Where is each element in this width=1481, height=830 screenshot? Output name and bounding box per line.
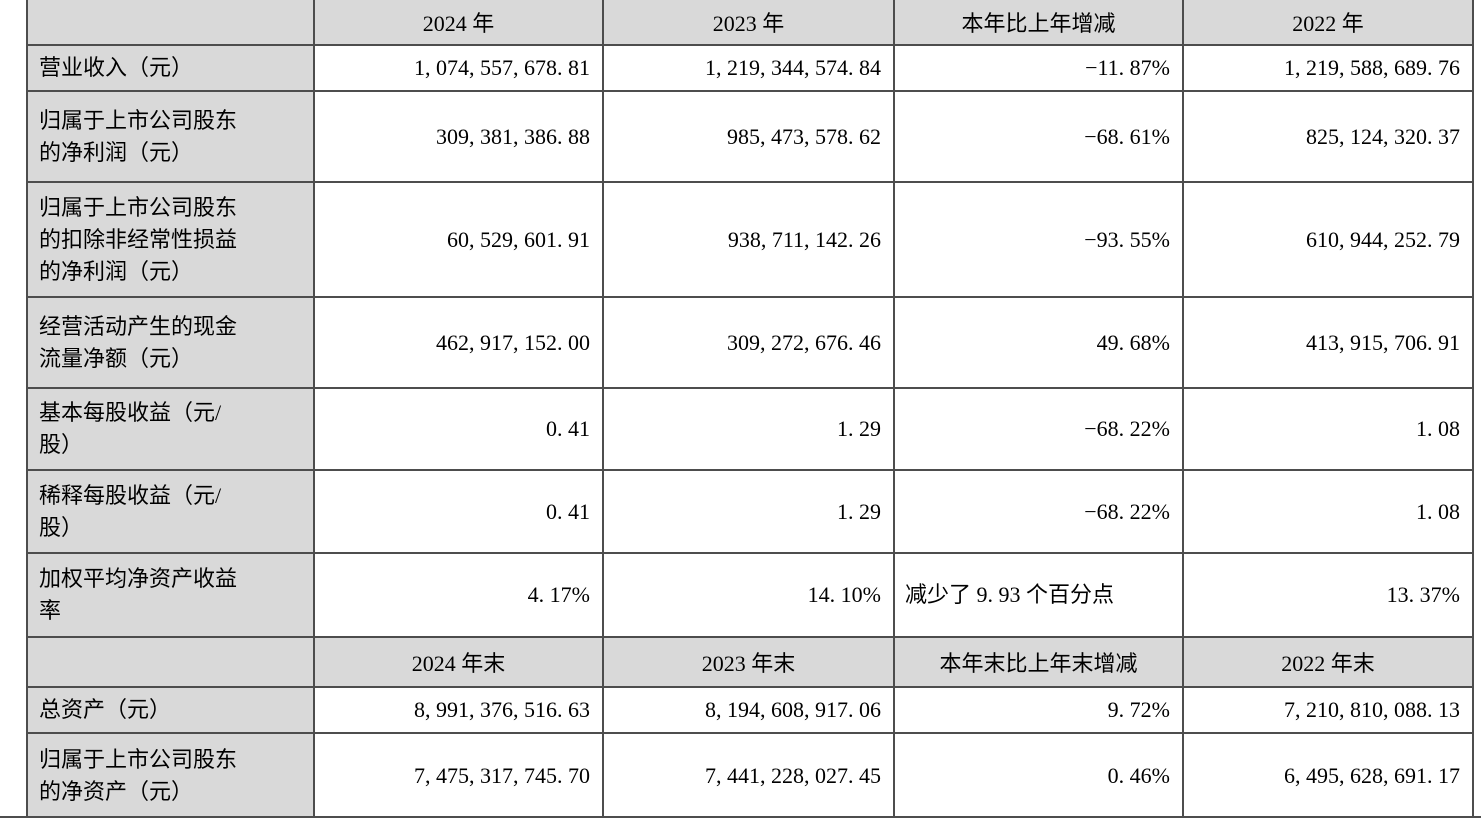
value-revenue-2022: 1, 219, 588, 689. 76 — [1182, 44, 1474, 92]
value-operating-cash-flow-2022: 413, 915, 706. 91 — [1182, 296, 1474, 389]
table-row-revenue: 营业收入（元） 1, 074, 557, 678. 81 1, 219, 344… — [26, 44, 1474, 92]
row-label-operating-cash-flow: 经营活动产生的现金 流量净额（元） — [26, 296, 315, 389]
value-deducted-net-profit-2024: 60, 529, 601. 91 — [313, 181, 604, 298]
column-header-2023: 2023 年 — [602, 0, 895, 46]
row-label-net-assets: 归属于上市公司股东 的净资产（元） — [26, 732, 315, 818]
value-operating-cash-flow-2024: 462, 917, 152. 00 — [313, 296, 604, 389]
table-row-basic-eps: 基本每股收益（元/ 股） 0. 41 1. 29 −68. 22% 1. 08 — [26, 387, 1474, 471]
financial-summary-table: 2024 年 2023 年 本年比上年增减 2022 年 营业收入（元） 1, … — [26, 0, 1474, 818]
value-diluted-eps-2023: 1. 29 — [602, 469, 895, 554]
value-total-assets-2024: 8, 991, 376, 516. 63 — [313, 686, 604, 734]
value-net-assets-change: 0. 46% — [893, 732, 1184, 818]
value-net-assets-2024: 7, 475, 317, 745. 70 — [313, 732, 604, 818]
bottom-horizontal-rule — [0, 816, 1481, 818]
column-header-2022: 2022 年 — [1182, 0, 1474, 46]
value-weighted-roe-2022: 13. 37% — [1182, 552, 1474, 638]
value-diluted-eps-2024: 0. 41 — [313, 469, 604, 554]
header-corner-blank-2 — [26, 636, 315, 688]
value-deducted-net-profit-2023: 938, 711, 142. 26 — [602, 181, 895, 298]
value-operating-cash-flow-2023: 309, 272, 676. 46 — [602, 296, 895, 389]
value-weighted-roe-change: 减少了 9. 93 个百分点 — [893, 552, 1184, 638]
column-header-2023-end: 2023 年末 — [602, 636, 895, 688]
value-total-assets-2022: 7, 210, 810, 088. 13 — [1182, 686, 1474, 734]
value-net-profit-2022: 825, 124, 320. 37 — [1182, 90, 1474, 183]
value-net-profit-change: −68. 61% — [893, 90, 1184, 183]
value-net-profit-2023: 985, 473, 578. 62 — [602, 90, 895, 183]
column-header-yoy-change: 本年比上年增减 — [893, 0, 1184, 46]
value-net-assets-2022: 6, 495, 628, 691. 17 — [1182, 732, 1474, 818]
table-row-net-profit: 归属于上市公司股东 的净利润（元） 309, 381, 386. 88 985,… — [26, 90, 1474, 183]
row-label-revenue: 营业收入（元） — [26, 44, 315, 92]
table-row-net-assets: 归属于上市公司股东 的净资产（元） 7, 475, 317, 745. 70 7… — [26, 732, 1474, 818]
value-revenue-change: −11. 87% — [893, 44, 1184, 92]
row-label-total-assets: 总资产（元） — [26, 686, 315, 734]
value-basic-eps-2023: 1. 29 — [602, 387, 895, 471]
value-total-assets-change: 9. 72% — [893, 686, 1184, 734]
table-row-total-assets: 总资产（元） 8, 991, 376, 516. 63 8, 194, 608,… — [26, 686, 1474, 734]
row-label-diluted-eps: 稀释每股收益（元/ 股） — [26, 469, 315, 554]
table-row-operating-cash-flow: 经营活动产生的现金 流量净额（元） 462, 917, 152. 00 309,… — [26, 296, 1474, 389]
value-weighted-roe-2023: 14. 10% — [602, 552, 895, 638]
table-row-weighted-roe: 加权平均净资产收益 率 4. 17% 14. 10% 减少了 9. 93 个百分… — [26, 552, 1474, 638]
column-header-year-end-change: 本年末比上年末增减 — [893, 636, 1184, 688]
header-corner-blank — [26, 0, 315, 46]
value-net-profit-2024: 309, 381, 386. 88 — [313, 90, 604, 183]
value-diluted-eps-change: −68. 22% — [893, 469, 1184, 554]
header-row-annual: 2024 年 2023 年 本年比上年增减 2022 年 — [26, 0, 1474, 46]
value-deducted-net-profit-2022: 610, 944, 252. 79 — [1182, 181, 1474, 298]
header-row-year-end: 2024 年末 2023 年末 本年末比上年末增减 2022 年末 — [26, 636, 1474, 688]
table-row-deducted-net-profit: 归属于上市公司股东 的扣除非经常性损益 的净利润（元） 60, 529, 601… — [26, 181, 1474, 298]
row-label-net-profit: 归属于上市公司股东 的净利润（元） — [26, 90, 315, 183]
value-total-assets-2023: 8, 194, 608, 917. 06 — [602, 686, 895, 734]
value-net-assets-2023: 7, 441, 228, 027. 45 — [602, 732, 895, 818]
row-label-basic-eps: 基本每股收益（元/ 股） — [26, 387, 315, 471]
table-row-diluted-eps: 稀释每股收益（元/ 股） 0. 41 1. 29 −68. 22% 1. 08 — [26, 469, 1474, 554]
row-label-weighted-roe: 加权平均净资产收益 率 — [26, 552, 315, 638]
column-header-2024: 2024 年 — [313, 0, 604, 46]
value-diluted-eps-2022: 1. 08 — [1182, 469, 1474, 554]
value-weighted-roe-2024: 4. 17% — [313, 552, 604, 638]
value-deducted-net-profit-change: −93. 55% — [893, 181, 1184, 298]
value-operating-cash-flow-change: 49. 68% — [893, 296, 1184, 389]
column-header-2022-end: 2022 年末 — [1182, 636, 1474, 688]
value-basic-eps-change: −68. 22% — [893, 387, 1184, 471]
column-header-2024-end: 2024 年末 — [313, 636, 604, 688]
row-label-deducted-net-profit: 归属于上市公司股东 的扣除非经常性损益 的净利润（元） — [26, 181, 315, 298]
value-basic-eps-2022: 1. 08 — [1182, 387, 1474, 471]
value-revenue-2024: 1, 074, 557, 678. 81 — [313, 44, 604, 92]
value-revenue-2023: 1, 219, 344, 574. 84 — [602, 44, 895, 92]
value-basic-eps-2024: 0. 41 — [313, 387, 604, 471]
